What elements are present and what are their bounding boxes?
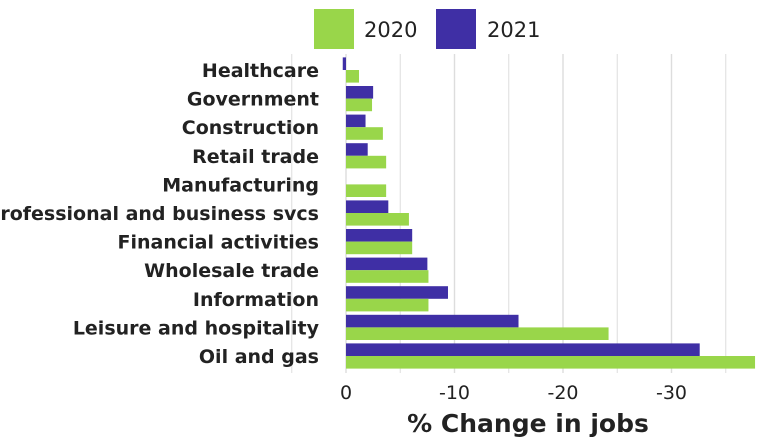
bar-2021 — [346, 86, 374, 99]
bar-2020 — [346, 241, 413, 255]
bar-2020 — [346, 155, 387, 169]
bar-2021 — [346, 229, 413, 242]
x-tick-label: 0 — [340, 382, 352, 404]
bar-2021 — [346, 200, 389, 213]
bar-2020 — [346, 270, 429, 283]
bar-2021 — [346, 114, 366, 128]
bar-2021 — [346, 343, 700, 356]
category-label: Leisure and hospitality — [73, 317, 320, 339]
bar-2020 — [346, 327, 609, 340]
legend: 2020 2021 — [314, 9, 540, 49]
legend-item: 2021 — [436, 9, 540, 49]
bar-2020 — [346, 98, 373, 112]
bar-2020 — [346, 356, 756, 369]
category-label: Oil and gas — [199, 346, 319, 368]
category-label: Information — [193, 289, 319, 311]
bar-2021 — [346, 286, 448, 299]
legend-swatch — [436, 9, 476, 49]
bar-2020 — [346, 127, 383, 140]
bar-2021 — [346, 143, 368, 156]
category-label: Healthcare — [202, 60, 319, 82]
bar-2021 — [342, 57, 346, 70]
x-axis-title: % Change in jobs — [407, 409, 649, 438]
legend-label: 2020 — [364, 18, 417, 42]
x-tick-label: -30 — [656, 382, 687, 404]
legend-label: 2021 — [487, 18, 540, 42]
bars — [342, 57, 756, 369]
category-label: Financial activities — [118, 232, 319, 254]
category-labels: Healthcare Government Construction Retail t… — [0, 60, 320, 368]
x-tick-labels: 0 -10 -20 -30 — [340, 382, 687, 404]
category-label: Manufacturing — [162, 174, 319, 196]
bar-2020 — [346, 70, 360, 83]
category-label: Construction — [182, 117, 319, 139]
category-label: Retail trade — [192, 146, 319, 168]
x-tick-label: -10 — [439, 382, 470, 404]
bar-2020 — [346, 298, 429, 312]
category-label: Government — [187, 89, 319, 111]
category-label: Wholesale trade — [144, 260, 319, 282]
legend-item: 2020 — [314, 9, 417, 49]
x-tick-label: -20 — [547, 382, 578, 404]
bar-2020 — [346, 184, 387, 197]
bar-2020 — [346, 213, 409, 226]
legend-swatch — [314, 9, 354, 49]
category-label: Professional and business svcs — [0, 203, 319, 225]
bar-2021 — [346, 314, 519, 328]
bar-2021 — [346, 257, 428, 271]
